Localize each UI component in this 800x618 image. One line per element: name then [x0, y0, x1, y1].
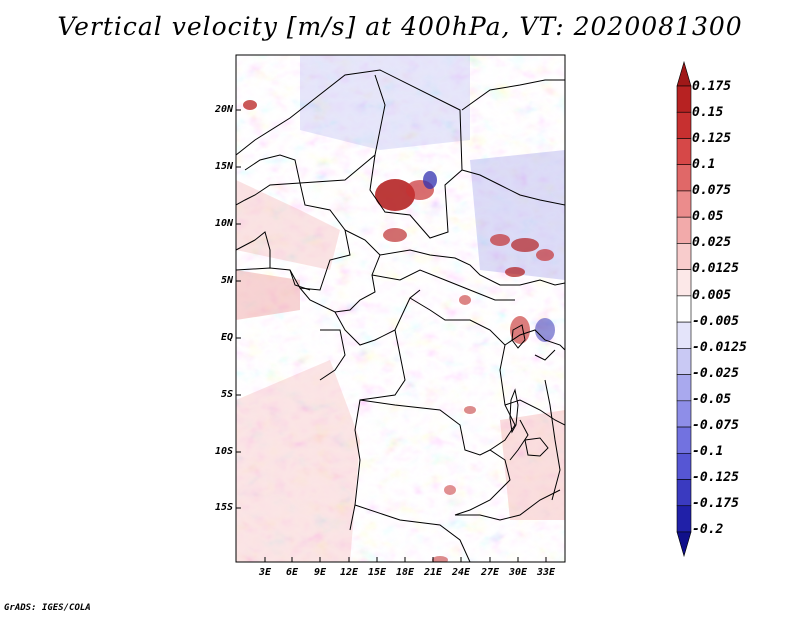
colorbar-segment [676, 164, 692, 192]
country-boundaries [236, 69, 565, 562]
colorbar-segment [676, 111, 692, 139]
lon-label: 3E [258, 567, 272, 578]
lon-label: 9E [313, 567, 327, 578]
footer-credit: GrADS: IGES/COLA [4, 603, 91, 613]
colorbar-segment [676, 479, 692, 507]
colorbar-segment [676, 426, 692, 454]
map-title: Vertical velocity [m/s] at 400hPa, VT: 2… [57, 12, 743, 41]
lat-label: 5S [220, 389, 233, 400]
colorbar-segment [676, 190, 692, 218]
colorbar-segment [676, 216, 692, 244]
colorbar-label: 0.05 [692, 209, 724, 224]
colorbar-label: 0.025 [692, 235, 732, 250]
colorbar-label: 0.125 [692, 131, 732, 146]
colorbar-segment [676, 321, 692, 349]
lon-label: 15E [367, 567, 387, 578]
colorbar-label: 0.0125 [692, 261, 739, 276]
lon-label: 12E [339, 567, 359, 578]
colorbar-label: 0.005 [692, 288, 732, 303]
colorbar-segment [676, 452, 692, 480]
colorbar-label: -0.0125 [692, 340, 747, 355]
lat-label: 10N [214, 218, 233, 229]
colorbar-label: -0.05 [692, 392, 732, 407]
lat-label: 20N [214, 104, 233, 115]
colorbar-segment [676, 374, 692, 402]
lon-label: 18E [395, 567, 415, 578]
colorbar-segment [676, 60, 692, 87]
lon-label: 30E [508, 567, 528, 578]
colorbar-segment [676, 243, 692, 270]
colorbar-label: -0.005 [692, 314, 739, 329]
colorbar-label: -0.125 [692, 470, 739, 485]
colorbar-segment [676, 269, 692, 297]
lat-label: 15N [214, 161, 233, 172]
colorbar-label: 0.075 [692, 183, 732, 198]
colorbar-label: -0.175 [692, 496, 739, 511]
lat-label: 15S [214, 502, 233, 513]
lat-label: 10S [214, 446, 233, 457]
lon-label: 27E [480, 567, 500, 578]
colorbar-label: -0.025 [692, 366, 739, 381]
colorbar-label: -0.1 [692, 444, 724, 459]
colorbar-label: 0.15 [692, 105, 724, 120]
colorbar-segment [676, 138, 692, 166]
lat-label: 5N [220, 275, 233, 286]
colorbar-segment [676, 505, 692, 533]
velocity-field [236, 55, 565, 562]
colorbar-segment [676, 295, 692, 323]
colorbar-label: 0.175 [692, 79, 732, 94]
colorbar-label: -0.2 [692, 522, 724, 537]
colorbar-segment [676, 348, 692, 375]
lat-label: EQ [220, 332, 233, 343]
colorbar-segment [676, 85, 692, 113]
colorbar-segment [676, 400, 692, 428]
axis-ticks [236, 109, 547, 562]
colorbar-label: -0.075 [692, 418, 739, 433]
colorbar-label: 0.1 [692, 157, 716, 172]
colorbar-segment [676, 531, 692, 558]
lon-label: 24E [451, 567, 471, 578]
lon-label: 33E [536, 567, 556, 578]
lon-label: 6E [285, 567, 299, 578]
lon-label: 21E [423, 567, 443, 578]
